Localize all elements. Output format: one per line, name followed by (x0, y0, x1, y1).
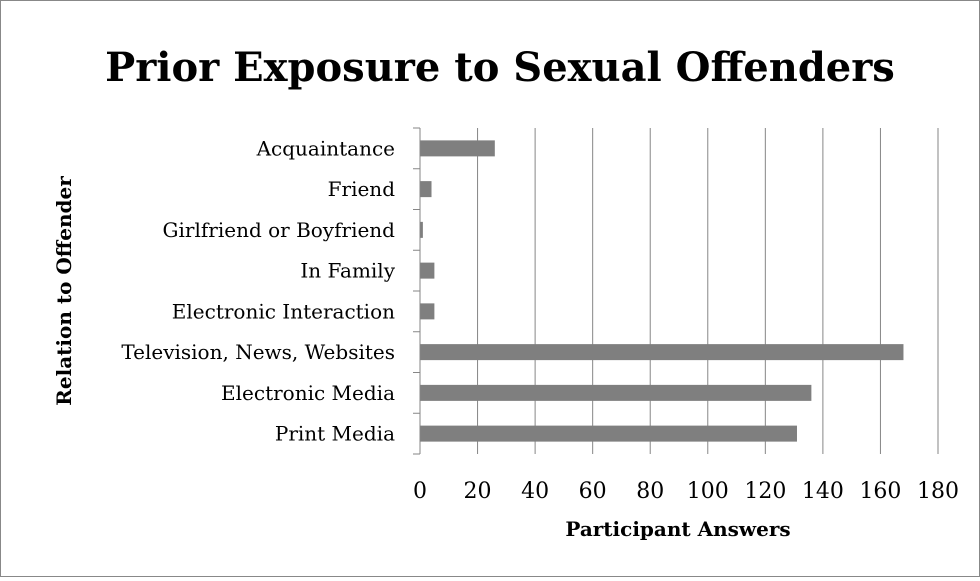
x-tick-label: 140 (802, 479, 844, 504)
x-tick-label: 180 (917, 479, 959, 504)
category-label: Acquaintance (256, 136, 395, 160)
bar (420, 344, 904, 361)
category-label: Electronic Interaction (172, 299, 395, 323)
x-tick-label: 0 (413, 479, 427, 504)
gridlines (477, 128, 939, 454)
bar (420, 181, 432, 198)
bar (420, 425, 797, 442)
bars (420, 140, 904, 442)
x-tick-label: 100 (687, 479, 729, 504)
chart-title: Prior Exposure to Sexual Offenders (105, 44, 895, 91)
category-labels: Acquaintance Friend Girlfriend or Boyfrien… (121, 136, 395, 445)
x-axis-title: Participant Answers (565, 517, 790, 541)
x-tick-label: 160 (859, 479, 901, 504)
x-tick-label: 20 (464, 479, 492, 504)
x-tick-label: 60 (579, 479, 607, 504)
category-label: Print Media (275, 422, 395, 446)
category-label: In Family (300, 259, 395, 283)
category-label: Friend (328, 177, 396, 201)
x-tick-label: 40 (521, 479, 549, 504)
category-label: Television, News, Websites (121, 340, 395, 364)
bar (420, 140, 495, 157)
y-axis-title: Relation to Offender (52, 176, 76, 406)
category-label: Girlfriend or Boyfriend (163, 218, 396, 242)
bar (420, 384, 812, 401)
x-tick-label: 80 (636, 479, 664, 504)
axes (413, 127, 421, 455)
x-tick-labels: 0 20 40 60 80 100 120 140 160 180 (413, 479, 959, 504)
x-tick-label: 120 (744, 479, 786, 504)
bar (420, 221, 423, 238)
bar (420, 303, 435, 320)
bar (420, 262, 435, 279)
category-label: Electronic Media (221, 381, 395, 405)
